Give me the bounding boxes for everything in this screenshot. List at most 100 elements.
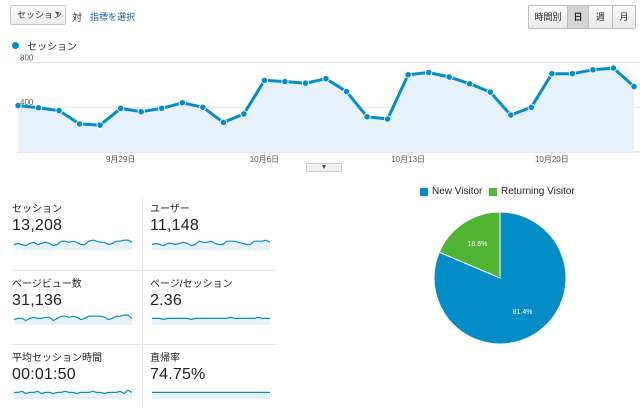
scorecard-pageviews[interactable]: ページビュー数 31,136 bbox=[12, 275, 136, 327]
data-point[interactable] bbox=[609, 64, 618, 72]
data-point[interactable] bbox=[117, 104, 125, 112]
data-point[interactable] bbox=[301, 79, 310, 87]
data-point[interactable] bbox=[466, 80, 474, 88]
vs-label: 対 bbox=[72, 13, 82, 24]
data-point[interactable] bbox=[404, 71, 412, 79]
data-point[interactable] bbox=[14, 101, 22, 110]
x-tick-label: 9月29日 bbox=[106, 155, 135, 164]
data-point[interactable] bbox=[178, 99, 186, 107]
pie-legend-label: Returning Visitor bbox=[501, 186, 575, 197]
sparkline-line bbox=[14, 389, 133, 395]
scorecard-avg-session-duration[interactable]: 平均セッション時間 00:01:50 bbox=[12, 349, 136, 401]
period-button-month[interactable]: 月 bbox=[613, 6, 635, 28]
sparkline bbox=[151, 239, 271, 250]
sparkline-area bbox=[152, 240, 270, 250]
sparkline bbox=[152, 316, 270, 325]
visitor-type-pie-chart: 81.4% 18.6% bbox=[433, 211, 567, 345]
data-point[interactable] bbox=[260, 76, 268, 84]
data-point[interactable] bbox=[199, 103, 207, 111]
data-point[interactable] bbox=[158, 104, 166, 112]
sparkline-area bbox=[152, 392, 270, 399]
data-point[interactable] bbox=[34, 104, 43, 112]
scorecard-value: 31,136 bbox=[12, 292, 63, 309]
data-point[interactable] bbox=[96, 121, 104, 129]
legend-swatch bbox=[489, 187, 497, 196]
sessions-trend-chart: 400 800 9月29日 10月6日 10月13日 10月20日 bbox=[14, 53, 640, 164]
scorecard-users[interactable]: ユーザー 11,148 bbox=[150, 200, 274, 252]
chart-legend: セッション bbox=[12, 38, 77, 53]
period-button-week[interactable]: 週 bbox=[589, 6, 613, 28]
y-tick-label: 800 bbox=[20, 53, 34, 62]
data-point[interactable] bbox=[55, 106, 63, 115]
scorecard-label: セッション bbox=[12, 204, 62, 215]
scorecard-label: ページ/セッション bbox=[150, 279, 233, 290]
data-point[interactable] bbox=[281, 77, 289, 86]
y-axis-ticks: 400 800 bbox=[20, 53, 34, 107]
metric-select[interactable]: セッション ▼ bbox=[10, 5, 66, 25]
data-point[interactable] bbox=[322, 75, 330, 83]
data-point[interactable] bbox=[342, 87, 351, 96]
data-point[interactable] bbox=[527, 103, 535, 111]
scorecard-bounce-rate[interactable]: 直帰率 74.75% bbox=[150, 349, 274, 401]
scorecard-label: ページビュー数 bbox=[12, 279, 82, 290]
sparkline bbox=[152, 391, 270, 399]
data-point[interactable] bbox=[486, 88, 494, 96]
pie-legend-new-visitor[interactable]: New Visitor bbox=[420, 186, 482, 197]
pie-slice-returning-visitor[interactable] bbox=[438, 211, 501, 279]
data-point[interactable] bbox=[630, 82, 638, 91]
scorecard-sessions[interactable]: セッション 13,208 bbox=[12, 200, 136, 252]
data-point[interactable] bbox=[548, 70, 556, 78]
scorecard-value: 00:01:50 bbox=[12, 366, 76, 383]
select-metric-link[interactable]: 指標を選択 bbox=[90, 12, 136, 22]
pie-slice-label: 81.4% bbox=[513, 309, 533, 316]
period-toggle-group: 時間別 日 週 月 bbox=[528, 5, 636, 29]
chart-legend-label: セッション bbox=[27, 42, 77, 53]
x-tick-label: 10月13日 bbox=[391, 155, 425, 164]
data-point[interactable] bbox=[507, 111, 515, 119]
data-point[interactable] bbox=[589, 66, 597, 74]
sparkline-area bbox=[152, 317, 270, 325]
series-dot-icon bbox=[12, 42, 19, 49]
sparkline bbox=[13, 239, 133, 250]
metric-select-label: セッション bbox=[17, 10, 63, 20]
data-point[interactable] bbox=[219, 118, 227, 126]
data-point[interactable] bbox=[137, 108, 145, 116]
pie-legend-label: New Visitor bbox=[432, 186, 483, 197]
sparkline-line bbox=[13, 239, 133, 247]
data-point[interactable] bbox=[240, 110, 248, 118]
data-point[interactable] bbox=[568, 70, 577, 78]
data-point[interactable] bbox=[425, 68, 433, 77]
sparkline-area bbox=[14, 390, 132, 399]
sparkline-line bbox=[13, 314, 133, 322]
scorecard-divider bbox=[142, 198, 143, 406]
chart-expand-handle[interactable]: ▼ bbox=[306, 163, 342, 172]
scorecard-divider bbox=[12, 270, 276, 271]
legend-swatch bbox=[420, 187, 428, 196]
scorecard-label: ユーザー bbox=[150, 204, 190, 215]
scorecard-value: 11,148 bbox=[150, 217, 199, 234]
x-tick-label: 10月6日 bbox=[250, 155, 279, 164]
pie-slice-new-visitor[interactable] bbox=[433, 211, 567, 345]
series-points bbox=[14, 64, 638, 129]
x-axis-ticks: 9月29日 10月6日 10月13日 10月20日 bbox=[106, 152, 569, 164]
y-tick-label: 400 bbox=[20, 98, 34, 107]
scorecard-pages-per-session[interactable]: ページ/セッション 2.36 bbox=[150, 275, 274, 327]
sparkline bbox=[13, 314, 133, 325]
scorecard-divider bbox=[12, 344, 276, 345]
data-point[interactable] bbox=[445, 73, 453, 81]
sparkline-line bbox=[151, 239, 271, 247]
period-button-day[interactable]: 日 bbox=[568, 6, 589, 28]
pie-legend-returning-visitor[interactable]: Returning Visitor bbox=[489, 186, 575, 197]
pie-slice-label: 18.6% bbox=[467, 241, 487, 248]
scorecard-label: 平均セッション時間 bbox=[12, 353, 102, 364]
period-button-hourly[interactable]: 時間別 bbox=[529, 6, 568, 28]
data-point[interactable] bbox=[383, 115, 392, 123]
sparkline bbox=[14, 389, 133, 399]
sparkline-area bbox=[14, 315, 132, 325]
data-point[interactable] bbox=[76, 120, 84, 128]
sparkline-line bbox=[152, 316, 270, 321]
x-tick-label: 10月20日 bbox=[535, 155, 569, 164]
scorecard-value: 13,208 bbox=[12, 217, 63, 234]
chevron-down-icon: ▼ bbox=[54, 11, 61, 18]
data-point[interactable] bbox=[363, 113, 371, 121]
